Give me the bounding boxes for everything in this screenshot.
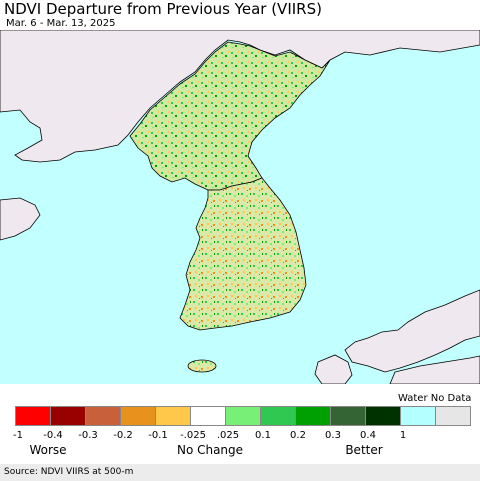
legend-tick-label: 0.1	[255, 430, 271, 441]
west-peninsula	[0, 197, 41, 241]
legend-tick-label: -0.3	[78, 430, 98, 441]
legend-tick-label: -0.4	[43, 430, 63, 441]
japan-kyushu	[314, 354, 353, 384]
japan-honshu	[344, 289, 480, 373]
legend-tick-label: 1	[399, 430, 407, 441]
worse-label: Worse	[29, 443, 67, 457]
legend-swatch	[295, 406, 331, 426]
legend-swatch	[85, 406, 121, 426]
legend-swatch	[15, 406, 51, 426]
legend-swatch	[50, 406, 86, 426]
jeju-island	[187, 359, 217, 373]
south-korea-region	[179, 177, 307, 331]
legend-swatch	[120, 406, 156, 426]
legend-tick-label: -0.1	[148, 430, 168, 441]
legend-tick-label: .025	[216, 430, 240, 441]
date-range: Mar. 6 - Mar. 13, 2025	[6, 18, 116, 29]
legend-swatch	[190, 406, 226, 426]
japan-south	[389, 355, 480, 384]
legend-tick-label: -.025	[180, 430, 206, 441]
legend-swatch	[365, 406, 401, 426]
legend-tick-label: -1	[13, 430, 23, 441]
legend-tick-label: -0.2	[113, 430, 133, 441]
legend-swatch	[225, 406, 261, 426]
map-title: NDVI Departure from Previous Year (VIIRS…	[4, 0, 322, 18]
legend-swatch	[260, 406, 296, 426]
legend-swatch	[155, 406, 191, 426]
mainland-outside	[0, 30, 480, 163]
legend-swatch	[435, 406, 471, 426]
ndvi-map	[0, 30, 480, 384]
source-text: Source: NDVI VIIRS at 500-m	[4, 467, 134, 477]
legend-swatches	[15, 406, 471, 426]
better-label: Better	[345, 443, 383, 457]
footer: Source: NDVI VIIRS at 500-m	[0, 464, 480, 481]
water-nodata-label: Water No Data	[398, 393, 472, 404]
legend-swatch	[400, 406, 436, 426]
legend-tick-label: 0.4	[360, 430, 376, 441]
legend-tick-label: 0.2	[290, 430, 306, 441]
north-korea-region	[129, 41, 331, 191]
legend-tick-label: 0.3	[325, 430, 341, 441]
nochange-label: No Change	[176, 443, 244, 457]
legend-swatch	[330, 406, 366, 426]
